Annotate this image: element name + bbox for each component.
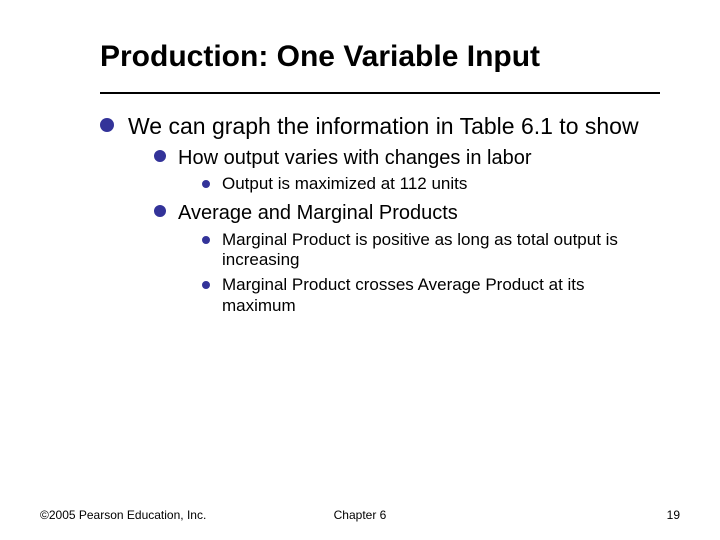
bullet-level2: How output varies with changes in labor …	[154, 146, 660, 195]
dot-bullet-icon	[202, 236, 210, 244]
dot-bullet-icon	[202, 281, 210, 289]
title-wrap: Production: One Variable Input	[0, 0, 720, 92]
slide-title: Production: One Variable Input	[100, 40, 660, 74]
bullet-level3: Marginal Product crosses Average Product…	[202, 275, 660, 316]
circle-bullet-icon	[154, 205, 166, 217]
bullet-level3: Output is maximized at 112 units	[202, 174, 660, 195]
footer-page-number: 19	[667, 508, 680, 522]
bullet-level2: Average and Marginal Products Marginal P…	[154, 201, 660, 316]
l3-text: Output is maximized at 112 units	[222, 174, 467, 193]
l2-text: Average and Marginal Products	[178, 202, 458, 224]
slide: Production: One Variable Input We can gr…	[0, 0, 720, 540]
disc-bullet-icon	[100, 118, 114, 132]
circle-bullet-icon	[154, 150, 166, 162]
l3-text: Marginal Product is positive as long as …	[222, 230, 618, 270]
bullet-level1: We can graph the information in Table 6.…	[100, 112, 660, 317]
bullet-level3: Marginal Product is positive as long as …	[202, 230, 660, 271]
slide-body: We can graph the information in Table 6.…	[0, 94, 720, 317]
dot-bullet-icon	[202, 180, 210, 188]
l3-text: Marginal Product crosses Average Product…	[222, 275, 585, 315]
l1-text: We can graph the information in Table 6.…	[128, 113, 639, 139]
l2-text: How output varies with changes in labor	[178, 147, 532, 169]
footer-chapter: Chapter 6	[0, 508, 720, 522]
